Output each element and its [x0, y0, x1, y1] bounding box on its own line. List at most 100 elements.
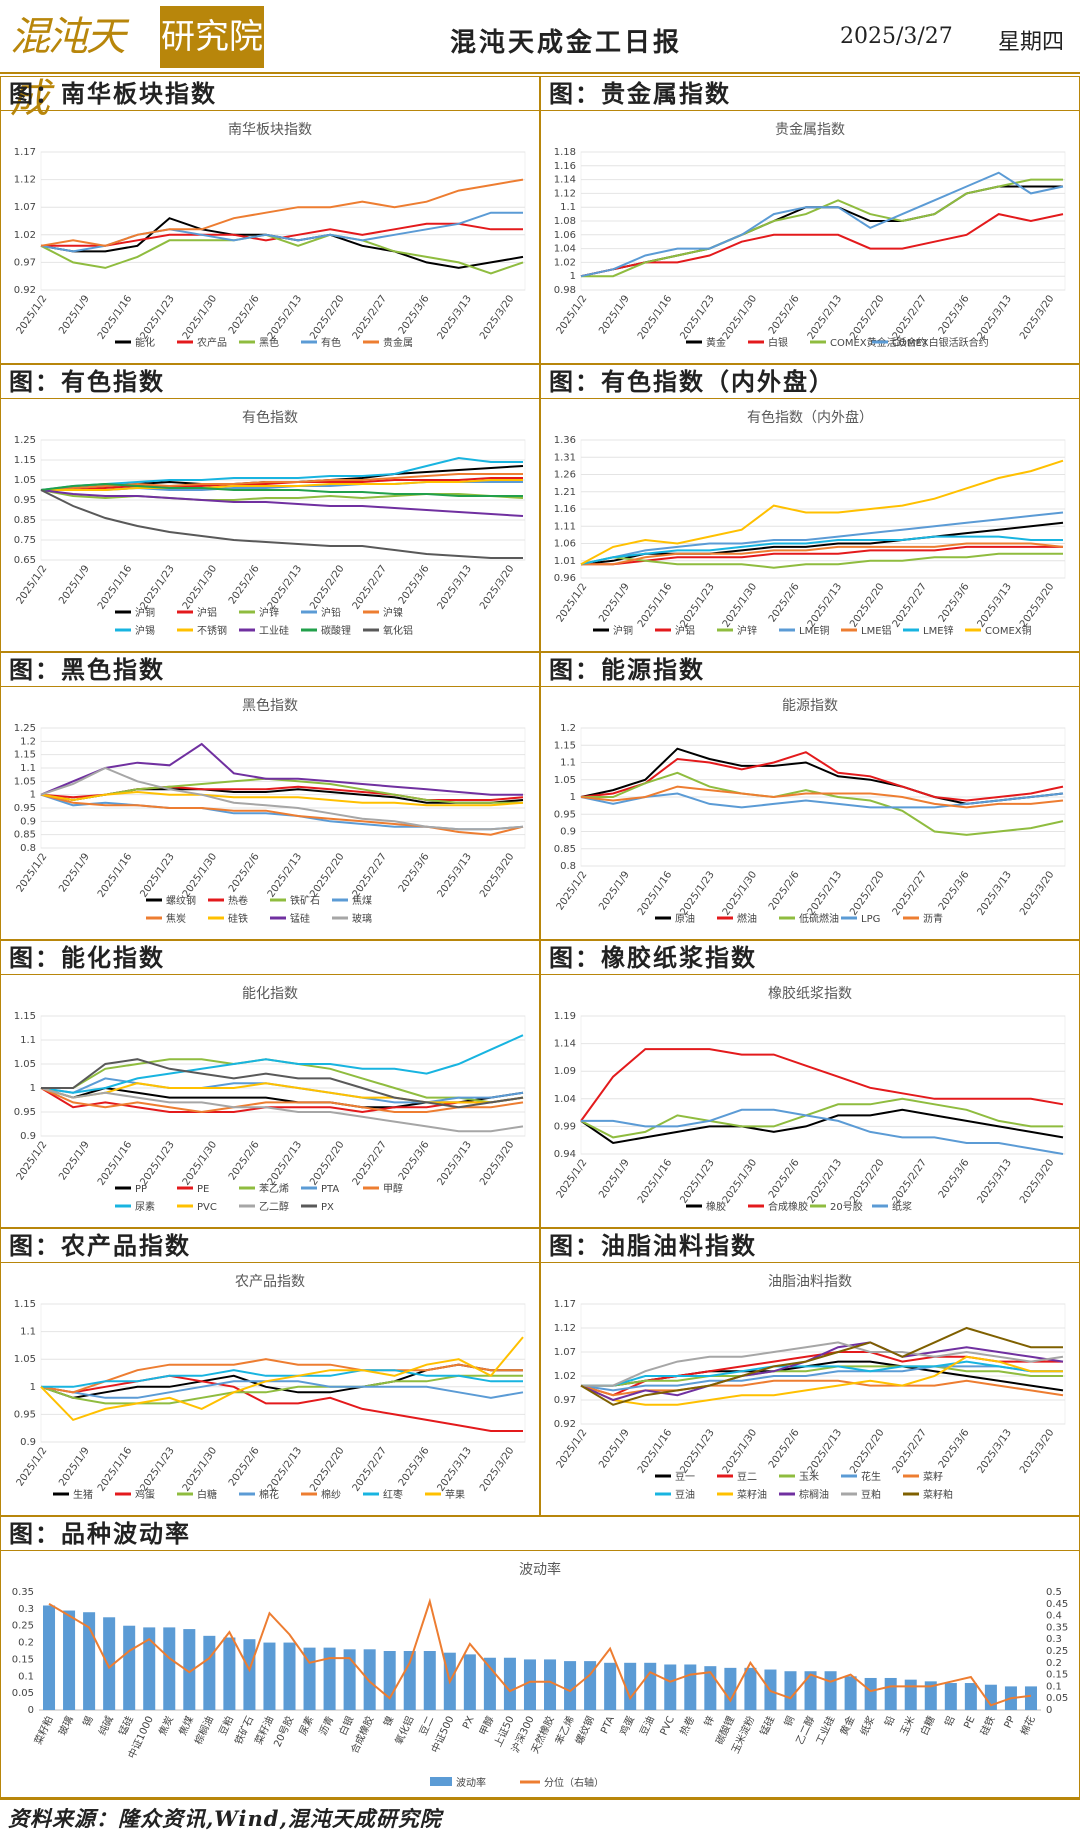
bar — [844, 1676, 857, 1710]
legend-label: 黑色 — [259, 336, 279, 349]
bar — [503, 1657, 516, 1710]
legend-label: 豆二 — [737, 1471, 757, 1483]
source-footer: 资料来源：隆众资讯,Wind,混沌天成研究院 — [0, 1798, 1080, 1835]
x-tick-label: 2025/2/27 — [351, 293, 389, 341]
legend-label: 锰硅 — [290, 912, 310, 925]
legend-label: 沪铜 — [613, 624, 633, 637]
y-tick-label: 1.04 — [554, 1094, 576, 1105]
x-tick-label: 玻璃 — [56, 1714, 76, 1738]
x-tick-label: 2025/1/30 — [721, 869, 759, 917]
series-line — [581, 1341, 1064, 1387]
x-tick-label: 2025/3/6 — [937, 1157, 972, 1200]
series-line — [40, 793, 524, 836]
y-tick-label: 0.92 — [14, 285, 36, 296]
x-tick-label: 2025/2/20 — [308, 851, 346, 899]
x-tick-label: 2025/1/23 — [138, 851, 176, 899]
x-tick-label: 2025/1/30 — [721, 293, 759, 341]
x-tick-label: 鸡蛋 — [617, 1714, 637, 1738]
series-line — [580, 1365, 1063, 1392]
bar — [163, 1627, 176, 1710]
x-tick-label: 2025/2/20 — [848, 1157, 886, 1205]
x-tick-label: 2025/2/20 — [848, 581, 886, 629]
y2-tick-label: 0.25 — [1046, 1646, 1068, 1657]
bar — [604, 1662, 617, 1710]
x-tick-label: 2025/2/27 — [351, 1139, 389, 1187]
bar — [283, 1642, 296, 1710]
legend-label: 乙二醇 — [259, 1200, 289, 1213]
y2-tick-label: 0.3 — [1046, 1634, 1062, 1645]
x-tick-label: 2025/3/20 — [478, 563, 516, 611]
series-line — [41, 479, 523, 491]
panel-heading: 图：南华板块指数 — [1, 77, 539, 111]
x-tick-label: 2025/3/20 — [1018, 1157, 1056, 1205]
x-tick-label: 2025/3/6 — [397, 293, 432, 336]
bar — [884, 1677, 897, 1710]
series-line — [580, 792, 1064, 809]
chart-title: 南华板块指数 — [228, 122, 312, 138]
y-tick-label: 1.15 — [554, 740, 576, 751]
legend-label: LME锌 — [923, 624, 954, 637]
legend-label: 农产品 — [197, 336, 227, 349]
x-tick-label: 棉花 — [1017, 1714, 1037, 1738]
chart-svg: 贵金属指数 0.98 1 1.02 1.04 1.06 1.08 1.1 1.12 1.14 1.1… — [554, 122, 1066, 349]
x-tick-label: 2025/2/13 — [266, 1445, 304, 1493]
legend-label: 棉花 — [259, 1488, 279, 1501]
series-line — [580, 535, 1063, 566]
legend-label: 红枣 — [383, 1488, 403, 1501]
y-tick-label: 1.15 — [14, 1011, 36, 1022]
y-tick-label: 1.04 — [554, 244, 576, 255]
bar — [544, 1659, 557, 1710]
y-tick-label: 1.21 — [554, 487, 576, 498]
x-tick-label: 2025/1/16 — [636, 581, 674, 629]
series-line — [40, 489, 523, 559]
x-tick-label: 2025/1/23 — [678, 293, 716, 341]
x-tick-label: 2025/2/6 — [227, 851, 262, 894]
y-tick-label: 0.96 — [554, 573, 576, 584]
chart-title: 能源指数 — [782, 698, 838, 714]
bar — [944, 1683, 957, 1710]
report-weekday: 星期四 — [998, 30, 1065, 55]
plot-area — [40, 1303, 526, 1443]
y-tick-label: 1 — [570, 792, 576, 803]
x-tick-label: 2025/2/6 — [767, 581, 802, 624]
x-tick-label: 2025/2/27 — [891, 1427, 929, 1475]
series-line — [40, 489, 524, 517]
x-tick-label: 黄金 — [837, 1714, 857, 1738]
legend-label: LME铝 — [861, 625, 892, 637]
series-line — [40, 1336, 524, 1422]
x-tick-label: 2025/2/27 — [891, 293, 929, 341]
x-tick-label: 2025/1/23 — [678, 1157, 716, 1205]
y-tick-label: 1.15 — [14, 750, 36, 761]
x-tick-label: 2025/1/23 — [138, 1139, 176, 1187]
x-tick-label: 2025/2/6 — [227, 1445, 262, 1488]
x-tick-label: 2025/1/9 — [597, 1427, 632, 1470]
x-tick-label: 2025/1/30 — [721, 1157, 759, 1205]
x-tick-label: 2025/3/13 — [436, 1139, 474, 1187]
x-tick-label: 2025/1/30 — [181, 851, 219, 899]
legend-label: 分位（右轴） — [544, 1776, 604, 1789]
chart-svg: 能源指数 0.8 0.85 0.9 0.95 1 1.05 1.1 1.15 1.2 2025/1/… — [554, 698, 1066, 925]
y2-tick-label: 0.35 — [1046, 1622, 1068, 1633]
x-tick-label: 2025/3/20 — [478, 851, 516, 899]
chart-svg: 有色指数（内外盘） 0.96 1.01 1.06 1.11 1.16 1.21 1.26 1.3… — [554, 409, 1066, 637]
chart-title: 波动率 — [519, 1561, 561, 1578]
x-tick-label: 纸浆 — [857, 1714, 877, 1738]
series-line — [40, 777, 523, 804]
report-title: 混沌天成金工日报 — [450, 28, 683, 58]
x-tick-label: 2025/1/9 — [57, 851, 92, 894]
x-tick-label: 2025/2/27 — [351, 563, 389, 611]
y-tick-label: 0.98 — [554, 285, 576, 296]
x-tick-label: 尿素 — [296, 1714, 316, 1738]
x-tick-label: 2025/2/20 — [848, 869, 886, 917]
brand-logo: 混沌天成 研究院 — [10, 6, 264, 122]
bar — [483, 1657, 496, 1710]
series-line — [40, 482, 523, 497]
x-tick-label: 2025/1/16 — [96, 1139, 134, 1187]
series-line — [40, 1087, 524, 1114]
x-tick-label: 2025/3/13 — [976, 1157, 1014, 1205]
series-line — [580, 1379, 1064, 1397]
legend-label: 鸡蛋 — [135, 1488, 155, 1501]
x-tick-label: 2025/2/27 — [891, 1157, 929, 1205]
x-tick-label: 螺纹钢 — [572, 1714, 596, 1747]
y-tick-label: 0.8 — [560, 861, 576, 872]
